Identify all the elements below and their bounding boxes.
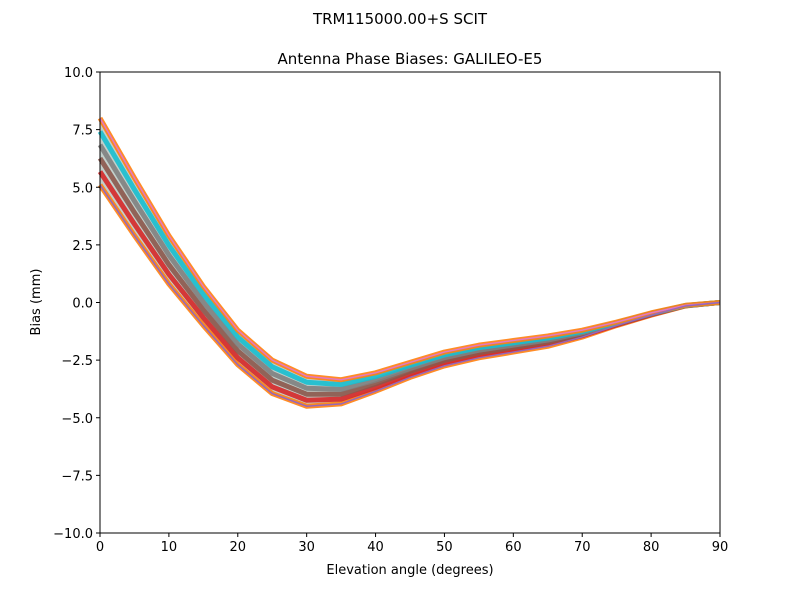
y-axis-label: Bias (mm) bbox=[29, 269, 44, 336]
x-tick-label: 10 bbox=[161, 540, 178, 555]
envelope-line-1 bbox=[99, 184, 721, 407]
series-line-4 bbox=[97, 130, 721, 388]
x-tick-label: 60 bbox=[505, 540, 522, 555]
x-axis-label: Elevation angle (degrees) bbox=[326, 563, 493, 578]
y-ticks: −10.0 −7.5 −5.0 −2.5 0.0 2.5 5.0 7.5 10.0 bbox=[53, 66, 100, 542]
y-tick-label: −10.0 bbox=[53, 527, 93, 542]
x-ticks: 0 10 20 30 40 50 60 70 80 90 bbox=[96, 533, 728, 555]
x-tick-label: 30 bbox=[298, 540, 315, 555]
envelope-line-0 bbox=[99, 117, 721, 381]
y-tick-label: 7.5 bbox=[72, 124, 93, 139]
series-lines bbox=[97, 116, 721, 409]
y-tick-label: 0.0 bbox=[72, 297, 93, 312]
y-tick-label: 5.0 bbox=[72, 181, 93, 196]
x-tick-label: 70 bbox=[574, 540, 591, 555]
x-tick-label: 50 bbox=[436, 540, 453, 555]
y-tick-label: −2.5 bbox=[61, 354, 93, 369]
x-tick-label: 80 bbox=[643, 540, 660, 555]
chart-suptitle: TRM115000.00+S SCIT bbox=[312, 10, 488, 28]
y-tick-label: 2.5 bbox=[72, 239, 93, 254]
x-tick-label: 40 bbox=[367, 540, 384, 555]
series-line-5 bbox=[97, 116, 721, 383]
x-tick-label: 0 bbox=[96, 540, 104, 555]
y-tick-label: 10.0 bbox=[64, 66, 93, 81]
y-tick-label: −5.0 bbox=[61, 412, 93, 427]
x-tick-label: 20 bbox=[230, 540, 247, 555]
chart-title: Antenna Phase Biases: GALILEO-E5 bbox=[278, 50, 543, 68]
y-tick-label: −7.5 bbox=[61, 469, 93, 484]
x-tick-label: 90 bbox=[712, 540, 729, 555]
